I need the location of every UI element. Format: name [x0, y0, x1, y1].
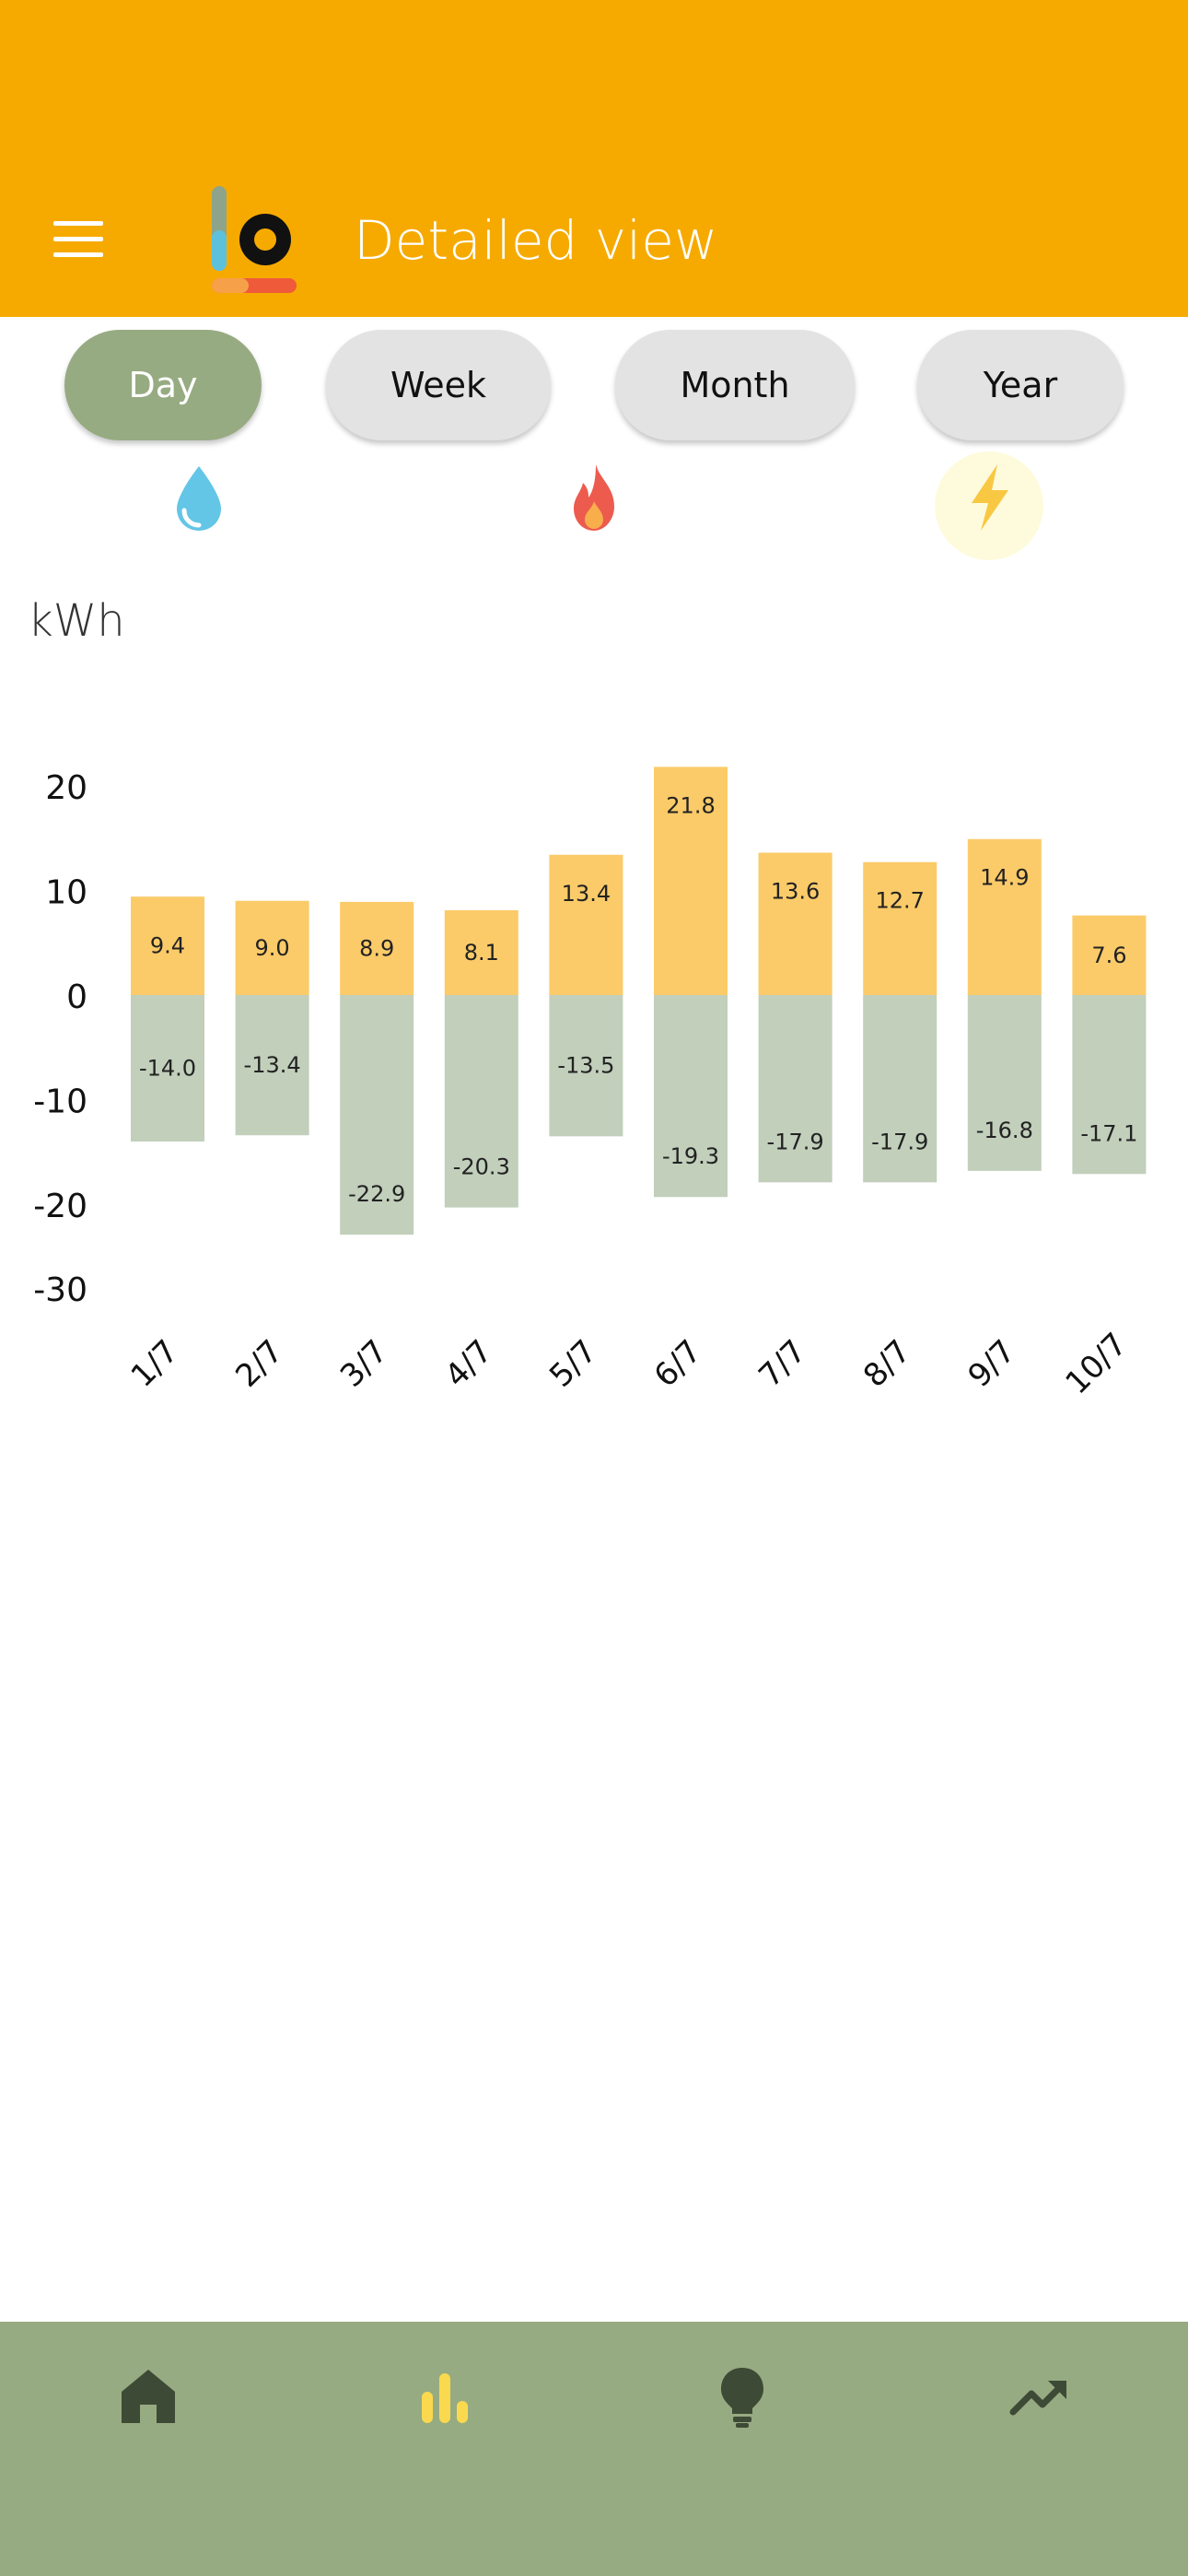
bar-positive — [549, 854, 623, 995]
bar-positive — [1072, 915, 1147, 995]
bar-value-label: 9.4 — [150, 933, 185, 959]
trending-up-icon[interactable] — [1007, 2364, 1072, 2429]
energy-bar-chart: 20 10 0 -10 -20 -30 9.4 -14.0 1/7 9.0 -13.4 2/7 8.9 -… — [33, 767, 1147, 1401]
x-tick-label: 2/7 — [228, 1333, 290, 1395]
bar-value-label: 8.1 — [464, 940, 499, 966]
water-drop-icon[interactable] — [162, 461, 236, 534]
bar-value-label: -13.5 — [557, 1053, 614, 1079]
bar-negative — [863, 995, 938, 1183]
app-header: Detailed view — [0, 0, 1188, 317]
y-axis-unit-label: kWh — [28, 595, 125, 647]
bar-negative — [340, 995, 414, 1235]
bar-value-label: -19.3 — [662, 1143, 719, 1169]
page-title: Detailed view — [354, 209, 718, 272]
bar-negative — [758, 995, 833, 1183]
tab-day[interactable]: Day — [64, 330, 262, 440]
bar-value-label: 7.6 — [1091, 943, 1126, 968]
y-tick-label: -20 — [33, 1188, 87, 1225]
bar-value-label: -16.8 — [976, 1118, 1033, 1143]
x-tick-label: 4/7 — [438, 1333, 500, 1395]
bar-positive — [340, 901, 414, 995]
bottom-navigation — [0, 2322, 1188, 2576]
x-tick-label: 6/7 — [647, 1333, 709, 1395]
x-tick-label: 9/7 — [961, 1333, 1023, 1395]
tab-year[interactable]: Year — [917, 330, 1124, 440]
x-tick-label: 7/7 — [751, 1333, 813, 1395]
bar-value-label: 13.6 — [771, 879, 820, 905]
bar-value-label: -20.3 — [453, 1154, 510, 1180]
y-tick-label: -30 — [33, 1271, 87, 1309]
tab-week[interactable]: Week — [326, 330, 551, 440]
bar-positive — [863, 861, 938, 995]
x-tick-label: 3/7 — [333, 1333, 395, 1395]
y-tick-label: -10 — [33, 1083, 87, 1121]
bar-value-label: 14.9 — [980, 865, 1029, 891]
bar-value-label: -17.1 — [1080, 1120, 1137, 1146]
bar-negative — [444, 995, 518, 1208]
bar-chart-icon[interactable] — [413, 2364, 477, 2429]
bar-positive — [967, 838, 1042, 995]
bar-value-label: -22.9 — [348, 1181, 405, 1207]
x-tick-label: 10/7 — [1058, 1326, 1134, 1401]
bar-value-label: 9.0 — [255, 935, 290, 961]
bar-negative — [654, 995, 728, 1198]
flame-icon[interactable] — [557, 461, 631, 534]
bar-value-label: -17.9 — [871, 1129, 928, 1154]
y-tick-label: 20 — [45, 769, 87, 807]
bar-value-label: -14.0 — [139, 1056, 196, 1082]
bar-negative — [549, 995, 623, 1137]
lightbulb-icon[interactable] — [710, 2364, 775, 2429]
bar-negative — [1072, 995, 1147, 1175]
bar-negative — [131, 995, 204, 1142]
lightning-icon[interactable] — [935, 451, 1043, 560]
hamburger-icon[interactable] — [53, 221, 103, 258]
y-tick-label: 0 — [66, 978, 87, 1016]
x-tick-label: 8/7 — [856, 1333, 918, 1395]
bar-value-label: -13.4 — [244, 1052, 301, 1078]
bar-value-label: 21.8 — [666, 792, 715, 818]
bar-positive — [235, 900, 309, 995]
app-logo — [208, 182, 300, 299]
x-tick-label: 1/7 — [124, 1333, 186, 1395]
bar-value-label: -17.9 — [767, 1129, 824, 1154]
bar-value-label: 12.7 — [875, 888, 924, 914]
bar-positive — [444, 909, 518, 995]
tab-month[interactable]: Month — [615, 330, 855, 440]
y-tick-label: 10 — [45, 873, 87, 911]
bar-negative — [967, 995, 1042, 1171]
x-tick-label: 5/7 — [542, 1333, 604, 1395]
bar-negative — [235, 995, 309, 1136]
bar-value-label: 8.9 — [359, 935, 394, 961]
bar-positive — [654, 767, 728, 995]
bar-positive — [131, 896, 204, 995]
bar-value-label: 13.4 — [562, 881, 611, 907]
home-icon[interactable] — [116, 2364, 181, 2429]
bar-positive — [758, 852, 833, 995]
